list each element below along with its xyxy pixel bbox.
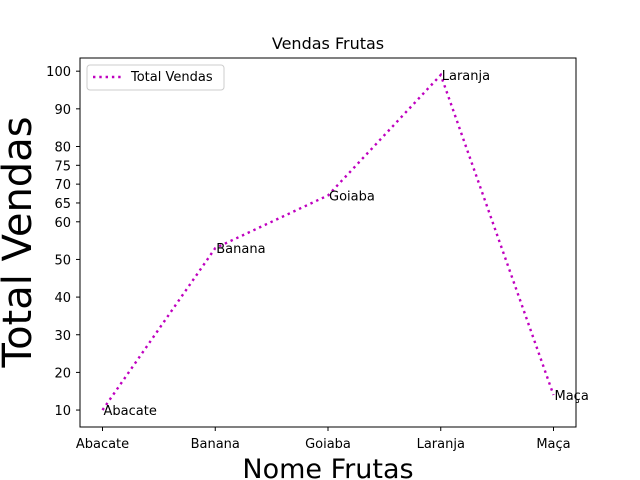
y-tick-label: 100 (46, 65, 71, 80)
x-tick-label: Goiaba (305, 437, 351, 452)
y-tick-label: 65 (54, 197, 71, 212)
x-axis: Abacate Banana Goiaba Laranja Maça (76, 427, 571, 452)
y-axis-label: Total Vendas (0, 116, 41, 368)
x-axis-label: Nome Frutas (242, 454, 413, 480)
y-tick-label: 20 (54, 366, 71, 381)
y-tick-label: 80 (54, 140, 71, 155)
y-axis: 10 20 30 40 50 60 65 70 75 80 90 100 (46, 65, 80, 419)
legend-label: Total Vendas (130, 70, 213, 85)
plot-area (79, 57, 577, 428)
legend: Total Vendas (86, 64, 225, 91)
x-tick-label: Laranja (417, 437, 465, 452)
y-tick-label: 75 (54, 159, 71, 174)
x-tick-label: Maça (536, 437, 570, 452)
y-tick-label: 30 (54, 329, 71, 344)
series-line (101, 72, 555, 411)
legend-box (86, 64, 225, 91)
point-label: Goiaba (329, 189, 375, 204)
series-group (101, 72, 555, 411)
point-label: Laranja (442, 69, 490, 84)
point-labels: Abacate Banana Goiaba Laranja Maça (104, 69, 589, 419)
plot-frame (79, 57, 577, 428)
y-tick-label: 70 (54, 178, 71, 193)
point-label: Maça (555, 389, 589, 404)
y-tick-label: 50 (54, 253, 71, 268)
point-label: Abacate (104, 404, 157, 419)
point-label: Banana (216, 242, 265, 257)
y-tick-label: 60 (54, 216, 71, 231)
y-tick-label: 10 (54, 404, 71, 419)
y-tick-label: 40 (54, 291, 71, 306)
y-tick-label: 90 (54, 103, 71, 118)
x-tick-label: Banana (191, 437, 240, 452)
x-tick-label: Abacate (76, 437, 129, 452)
chart-title: Vendas Frutas (272, 34, 384, 53)
